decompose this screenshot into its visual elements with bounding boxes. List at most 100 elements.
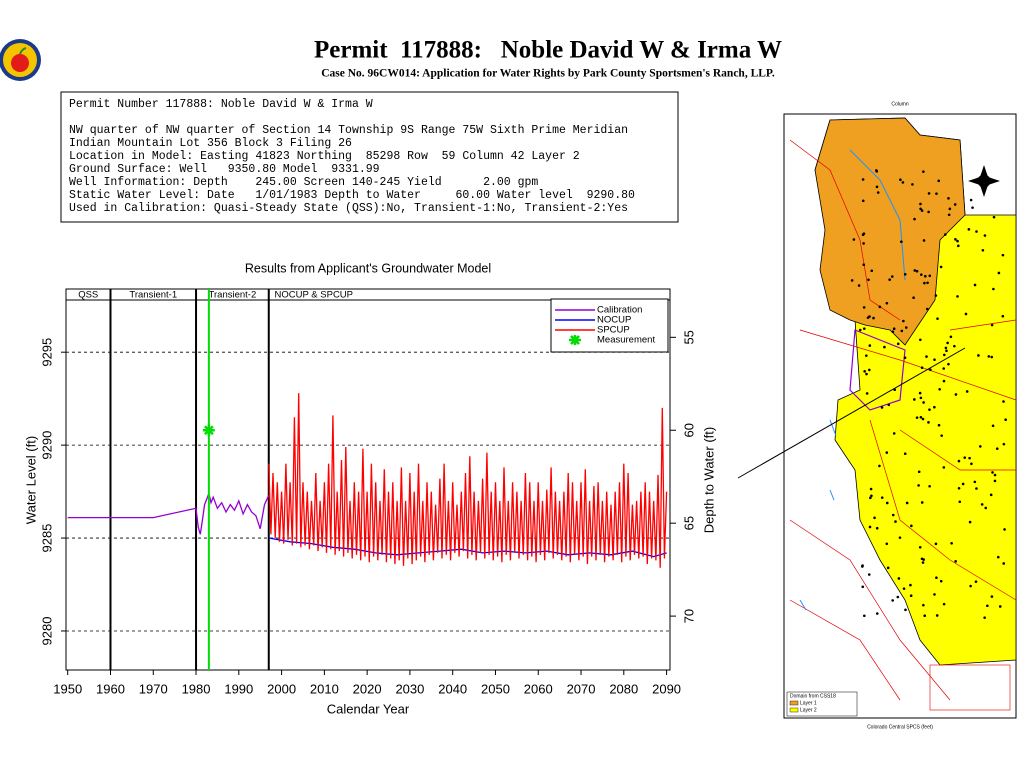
map-dot xyxy=(891,513,895,517)
map-dot xyxy=(901,181,905,184)
map-dot xyxy=(904,608,907,612)
map-dot xyxy=(866,316,870,319)
y-tick-label: 9285 xyxy=(39,524,54,553)
map-dot xyxy=(934,294,938,297)
map-dot xyxy=(927,421,930,424)
map-dot xyxy=(880,406,884,409)
info-line: Indian Mountain Lot 356 Block 3 Filing 2… xyxy=(69,137,352,150)
map-dot xyxy=(984,506,988,510)
map-dot xyxy=(850,279,854,282)
map-dot xyxy=(865,372,868,376)
map-dot xyxy=(917,484,920,487)
map-dot xyxy=(990,355,994,359)
map-dot xyxy=(1004,418,1007,422)
map-dot xyxy=(922,558,925,561)
map-dot xyxy=(902,587,906,590)
map-dot xyxy=(891,599,894,602)
map-dot xyxy=(899,178,902,182)
map-dot xyxy=(875,526,879,530)
map-dot xyxy=(922,603,925,607)
x-tick-label: 1960 xyxy=(96,681,125,696)
info-line: NW quarter of NW quarter of Section 14 T… xyxy=(69,124,628,137)
map-dot xyxy=(905,501,909,505)
map-dot xyxy=(995,447,999,450)
map-dot xyxy=(885,501,889,505)
measurement-marker xyxy=(202,424,215,437)
map-dot xyxy=(886,566,890,570)
map-dot xyxy=(921,417,925,421)
map-dot xyxy=(904,326,908,329)
map-dot xyxy=(956,295,959,298)
map-dot xyxy=(865,392,869,395)
map-dot xyxy=(942,466,946,469)
map-dot xyxy=(862,263,866,267)
legend-marker xyxy=(569,335,581,345)
map-dot xyxy=(918,391,922,395)
map-dot xyxy=(920,366,924,369)
map-dot xyxy=(928,408,931,411)
map-dot xyxy=(954,560,957,563)
map-dot xyxy=(928,274,932,278)
x-tick-label: 2020 xyxy=(353,681,382,696)
map-dot xyxy=(870,494,873,498)
map-dot xyxy=(869,496,872,500)
map-dot xyxy=(954,393,958,396)
map-dot xyxy=(991,424,995,428)
x-tick-label: 1990 xyxy=(224,681,253,696)
map-dot xyxy=(885,451,889,454)
map-dot xyxy=(993,479,997,483)
map-dot xyxy=(915,269,919,273)
map-dot xyxy=(878,305,882,309)
x-tick-label: 2070 xyxy=(567,681,596,696)
map-dot xyxy=(927,210,930,214)
map-dot xyxy=(950,541,953,545)
map-dot xyxy=(975,487,978,490)
map-dot xyxy=(909,583,912,587)
y-tick-label: 9295 xyxy=(39,338,54,367)
map-dot xyxy=(862,242,865,245)
map-dot xyxy=(861,233,865,237)
map-dot xyxy=(948,207,952,211)
map-dot xyxy=(911,183,914,186)
map-dot xyxy=(921,561,925,564)
map-dot xyxy=(894,520,897,523)
map-dot xyxy=(983,234,987,237)
map-dot xyxy=(992,287,995,291)
map-dot xyxy=(852,238,856,241)
map-dot xyxy=(975,230,978,233)
y2-tick-label: 70 xyxy=(681,609,696,623)
map-dot xyxy=(880,496,884,499)
page-subtitle: Case No. 96CW014: Application for Water … xyxy=(321,68,775,80)
logo xyxy=(0,39,41,81)
legend-label: NOCUP xyxy=(597,315,631,326)
map-dot xyxy=(953,344,956,348)
x-axis-label: Calendar Year xyxy=(327,701,410,716)
map-dot xyxy=(1001,253,1005,257)
phase-label: Transient-1 xyxy=(129,290,177,301)
x-tick-label: 2050 xyxy=(481,681,510,696)
map-dot xyxy=(944,346,948,350)
map-dot xyxy=(876,191,880,194)
phase-label: NOCUP & SPCUP xyxy=(275,290,353,301)
map-dot xyxy=(1002,442,1006,446)
plot-area xyxy=(65,288,671,671)
map-dot xyxy=(928,484,931,488)
map-dot xyxy=(913,398,916,401)
map-dot xyxy=(968,456,971,460)
map-dot xyxy=(958,500,962,504)
info-line: Location in Model: Easting 41823 Northin… xyxy=(69,150,580,163)
map-dot xyxy=(990,323,994,327)
y-tick-label: 9280 xyxy=(39,617,54,646)
map-dot xyxy=(933,405,936,409)
map-dot xyxy=(919,396,923,400)
y2-axis-label: Depth to Water (ft) xyxy=(701,427,716,533)
map-dot xyxy=(956,239,959,243)
map-dot xyxy=(913,269,917,272)
map-dot xyxy=(868,344,872,347)
map-dot xyxy=(923,281,926,285)
map-dot xyxy=(939,579,943,583)
map-dot xyxy=(1002,562,1006,565)
map-dot xyxy=(961,482,965,486)
map-dot xyxy=(878,464,881,468)
